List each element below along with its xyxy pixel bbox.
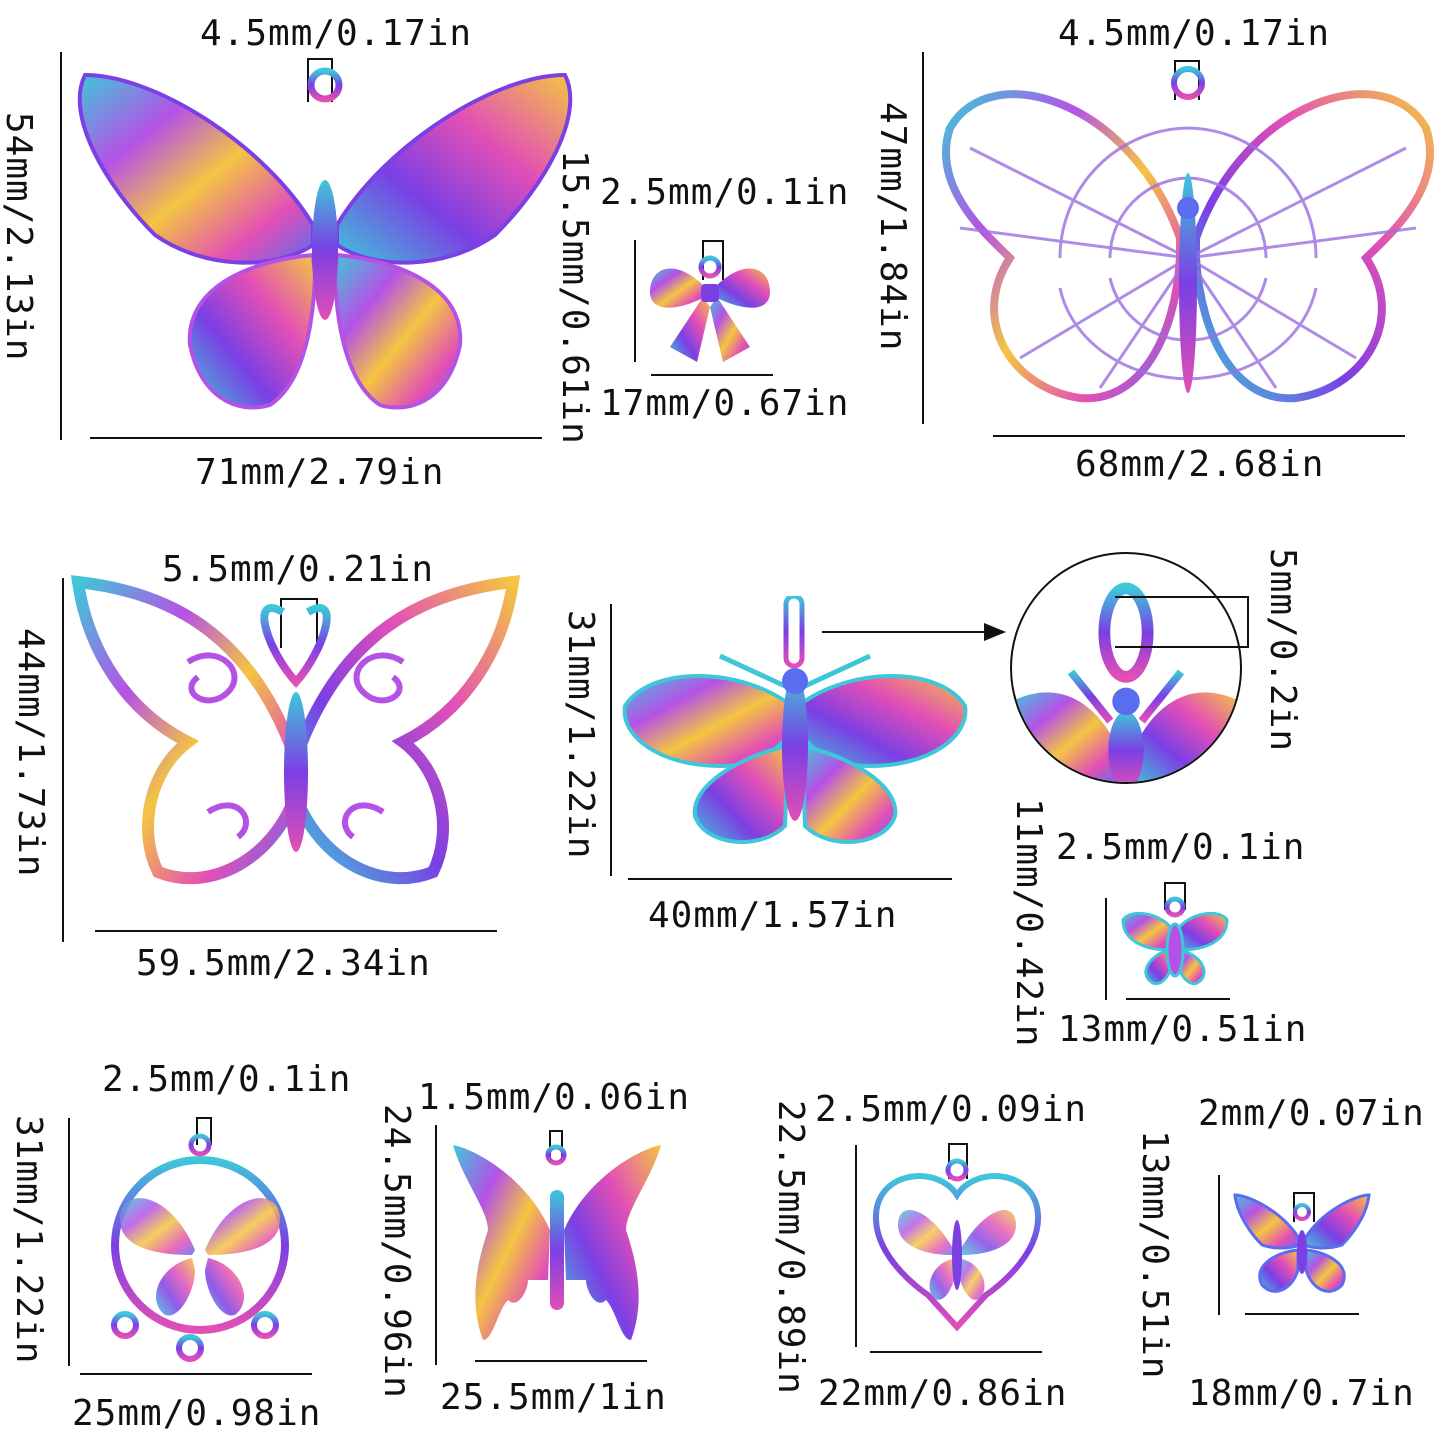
web-butterfly-image	[930, 58, 1440, 418]
charm-9-loop-label: 2.5mm/0.09in	[815, 1089, 1088, 1130]
charm-4-loop-label: 5.5mm/0.21in	[162, 549, 435, 590]
charm-8-width-label: 25.5mm/1in	[440, 1377, 667, 1418]
charm-10-loop-bracket	[1293, 1192, 1315, 1222]
charm-4-width-line	[95, 930, 497, 932]
charm-7-loop-bracket	[196, 1117, 212, 1145]
detail-loop-bracket	[1115, 596, 1249, 648]
charm-9-width-label: 22mm/0.86in	[818, 1373, 1068, 1414]
charm-6-height-line	[1105, 898, 1107, 1000]
charm-9-height-line	[855, 1145, 857, 1347]
charm-10-width-label: 18mm/0.7in	[1188, 1373, 1415, 1414]
bow-charm-image	[645, 252, 775, 368]
charm-5-width-line	[628, 878, 952, 880]
charm-6-height-label: 11mm/0.42in	[1008, 798, 1049, 1048]
charm-10-height-label: 13mm/0.51in	[1134, 1130, 1175, 1380]
charm-8-loop-label: 1.5mm/0.06in	[418, 1077, 691, 1118]
charm-3-height-label: 47mm/1.84in	[872, 102, 913, 352]
drip-butterfly-image	[448, 1140, 666, 1350]
charm-6-width-line	[1126, 998, 1230, 1000]
charm-8-height-line	[435, 1125, 437, 1365]
charm-10-width-line	[1245, 1313, 1359, 1315]
monarch-butterfly-image	[1232, 1190, 1372, 1300]
charm-6-loop-bracket	[1164, 882, 1186, 910]
round-connector-butterfly-image	[100, 1130, 290, 1365]
charm-3-loop-label: 4.5mm/0.17in	[1058, 13, 1331, 54]
charm-7-height-label: 31mm/1.22in	[8, 1115, 49, 1365]
charm-1-width-label: 71mm/2.79in	[195, 452, 445, 493]
charm-8-height-label: 24.5mm/0.96in	[376, 1104, 417, 1399]
small-butterfly-image	[1118, 895, 1232, 990]
charm-4-height-line	[62, 578, 64, 942]
charm-6-loop-label: 2.5mm/0.1in	[1056, 827, 1306, 868]
charm-2-height-line	[634, 240, 636, 362]
charm-3-width-label: 68mm/2.68in	[1075, 444, 1325, 485]
charm-1-height-label: 54mm/2.13in	[0, 112, 39, 362]
charm-2-width-line	[651, 374, 773, 376]
charm-9-loop-bracket	[948, 1143, 968, 1179]
charm-7-width-line	[80, 1373, 312, 1375]
charm-3-height-line	[922, 52, 924, 424]
charm-5-height-line	[610, 604, 612, 876]
charm-5-height-label: 31mm/1.22in	[560, 610, 601, 860]
charm-5-loop-label: 5mm/0.2in	[1262, 548, 1303, 753]
charm-4-loop-bracket	[280, 598, 318, 648]
charm-2-width-label: 17mm/0.67in	[600, 383, 850, 424]
charm-2-loop-label: 2.5mm/0.1in	[600, 172, 850, 213]
charm-10-loop-label: 2mm/0.07in	[1198, 1093, 1425, 1134]
charm-1-width-line	[90, 437, 542, 439]
charm-4-height-label: 44mm/1.73in	[10, 628, 51, 878]
charm-1-loop-label: 4.5mm/0.17in	[200, 13, 473, 54]
charm-7-loop-label: 2.5mm/0.1in	[102, 1059, 352, 1100]
swirl-butterfly-image	[68, 572, 523, 912]
charm-8-loop-bracket	[549, 1130, 563, 1160]
charm-1-loop-bracket	[307, 58, 333, 102]
heart-butterfly-image	[868, 1155, 1046, 1333]
charm-3-width-line	[993, 435, 1405, 437]
charm-8-width-line	[475, 1360, 647, 1362]
charm-10-height-line	[1218, 1175, 1220, 1315]
charm-6-width-label: 13mm/0.51in	[1058, 1009, 1308, 1050]
charm-7-height-line	[68, 1118, 70, 1366]
charm-5-width-label: 40mm/1.57in	[648, 895, 898, 936]
loop-detail-magnifier	[1010, 552, 1242, 784]
spiral-wing-butterfly-image	[620, 596, 970, 866]
charm-9-height-label: 22.5mm/0.89in	[770, 1100, 811, 1395]
charm-9-width-line	[870, 1351, 1042, 1353]
charm-4-width-label: 59.5mm/2.34in	[136, 943, 431, 984]
large-filigree-butterfly-image	[65, 55, 585, 425]
charm-1-height-line	[60, 52, 62, 440]
detail-arrow	[822, 623, 1006, 641]
charm-7-width-label: 25mm/0.98in	[72, 1393, 322, 1434]
